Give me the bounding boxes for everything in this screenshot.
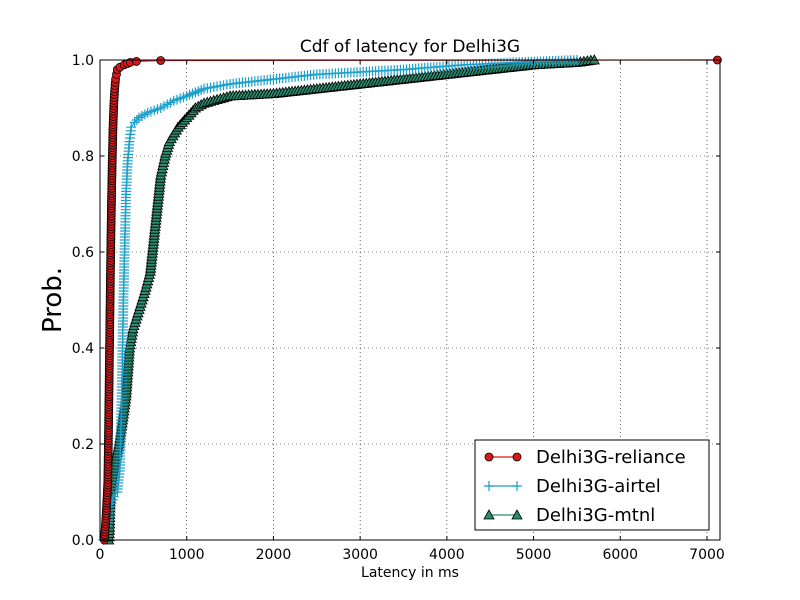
chart-title: Cdf of latency for Delhi3G [300,37,520,57]
x-tick-label: 2000 [256,547,292,563]
legend-marker-Delhi3G-mtnl [511,509,523,520]
legend-marker-Delhi3G-airtel [484,481,494,491]
legend-marker-Delhi3G-airtel [512,481,522,491]
x-tick-label: 4000 [429,547,465,563]
y-tick-label: 0.2 [72,437,94,453]
axis-ticks: 0 1000 2000 3000 4000 5000 6000 7000 0.0 0.2 0.4 0.… [72,53,725,563]
y-tick-label: 1.0 [72,53,94,69]
data-point [132,57,141,66]
legend-marker-Delhi3G-mtnl [483,509,495,520]
legend-label-Delhi3G-mtnl: Delhi3G-mtnl [536,505,655,526]
legend: Delhi3G-reliance Delhi3G-airtel Delhi3G-mt… [474,439,710,531]
legend-marker-Delhi3G-reliance [484,452,494,462]
data-point [131,115,142,125]
plot-frame [99,59,721,541]
x-tick-label: 6000 [602,547,638,563]
x-tick-label: 5000 [516,547,552,563]
legend-marker-Delhi3G-reliance [512,452,522,462]
y-axis-label: Prob. [38,267,68,333]
y-tick-label: 0.0 [72,533,94,549]
legend-label-Delhi3G-airtel: Delhi3G-airtel [536,476,661,497]
y-tick-label: 0.4 [72,341,94,357]
series-layer [98,54,722,545]
y-tick-label: 0.8 [72,149,94,165]
data-point [129,117,140,128]
legend-label-Delhi3G-reliance: Delhi3G-reliance [536,447,686,468]
x-axis-label: Latency in ms [361,565,459,581]
x-tick-label: 3000 [342,547,378,563]
x-tick-label: 7000 [689,547,725,563]
x-tick-label: 0 [96,547,105,563]
y-tick-label: 0.6 [72,245,94,261]
x-tick-label: 1000 [169,547,205,563]
series-Delhi3G-reliance [99,55,722,545]
